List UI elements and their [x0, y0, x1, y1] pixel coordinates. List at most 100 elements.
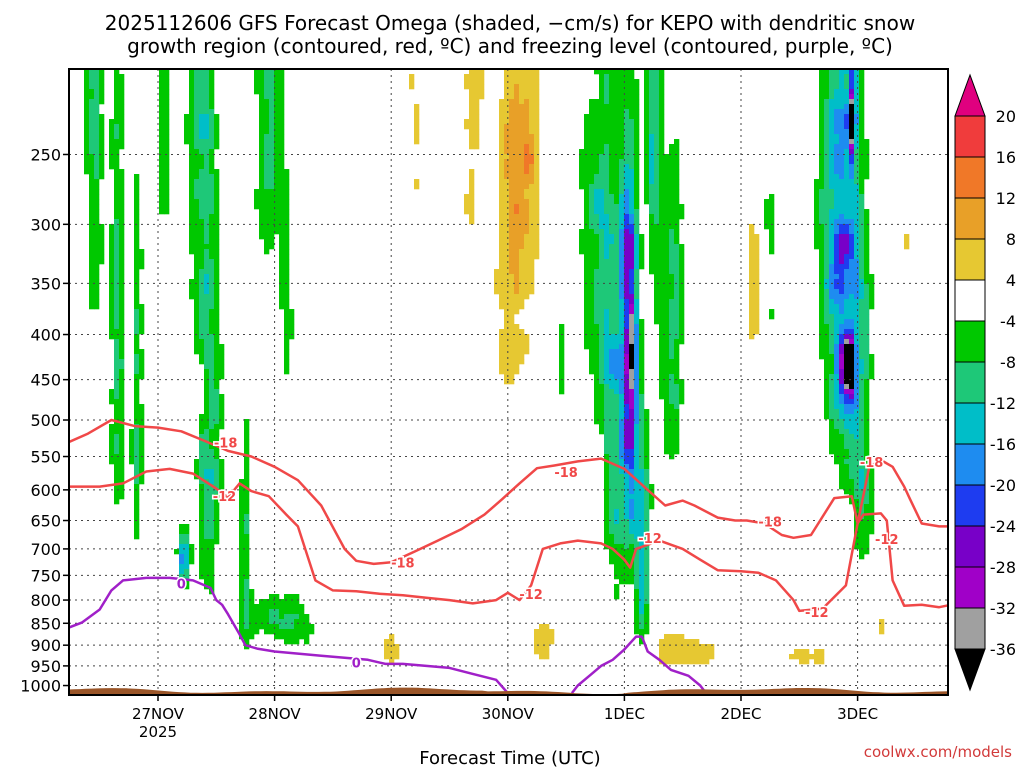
- omega-cell: [634, 279, 640, 285]
- omega-cell: [614, 319, 620, 325]
- omega-cell: [204, 89, 210, 95]
- omega-cell: [854, 359, 860, 365]
- omega-cell: [839, 464, 845, 470]
- omega-cell: [644, 504, 650, 510]
- omega-cell: [864, 279, 870, 285]
- omega-cell: [204, 79, 210, 85]
- omega-cell: [204, 169, 210, 175]
- omega-cell: [629, 389, 635, 395]
- omega-cell: [249, 589, 255, 595]
- omega-cell: [139, 464, 145, 470]
- omega-cell: [839, 119, 845, 125]
- omega-cell: [529, 189, 535, 195]
- omega-cell: [669, 299, 675, 305]
- omega-cell: [214, 199, 220, 205]
- omega-cell: [829, 189, 835, 195]
- omega-cell: [214, 429, 220, 435]
- omega-cell: [839, 314, 845, 320]
- omega-cell: [649, 264, 655, 270]
- omega-cell: [649, 164, 655, 170]
- omega-cell: [199, 339, 205, 345]
- omega-cell: [274, 149, 280, 155]
- omega-cell: [524, 89, 530, 95]
- omega-cell: [604, 424, 610, 430]
- omega-cell: [844, 459, 850, 465]
- omega-cell: [674, 284, 680, 290]
- omega-cell: [274, 69, 280, 75]
- omega-cell: [529, 169, 535, 175]
- omega-cell: [159, 124, 165, 130]
- omega-cell: [469, 134, 475, 140]
- omega-cell: [214, 459, 220, 465]
- omega-cell: [214, 139, 220, 145]
- omega-cell: [244, 534, 250, 540]
- omega-cell: [134, 184, 140, 190]
- omega-cell: [84, 139, 90, 145]
- omega-cell: [534, 149, 540, 155]
- omega-cell: [239, 534, 245, 540]
- omega-cell: [819, 149, 825, 155]
- omega-cell: [279, 69, 285, 75]
- omega-cell: [654, 284, 660, 290]
- omega-cell: [854, 419, 860, 425]
- omega-cell: [204, 419, 210, 425]
- omega-cell: [859, 414, 865, 420]
- omega-cell: [239, 499, 245, 505]
- omega-cell: [194, 304, 200, 310]
- omega-cell: [659, 264, 665, 270]
- omega-cell: [644, 494, 650, 500]
- omega-cell: [629, 74, 635, 80]
- omega-cell: [619, 399, 625, 405]
- omega-cell: [469, 129, 475, 135]
- omega-cell: [664, 649, 670, 655]
- omega-cell: [594, 379, 600, 385]
- omega-cell: [209, 564, 215, 570]
- omega-cell: [604, 429, 610, 435]
- omega-cell: [619, 69, 625, 75]
- omega-cell: [214, 514, 220, 520]
- y-tick-label: 1000: [20, 677, 61, 696]
- omega-cell: [864, 389, 870, 395]
- omega-cell: [849, 439, 855, 445]
- x-tick-label: 28NOV: [249, 705, 302, 723]
- omega-cell: [159, 129, 165, 135]
- omega-cell: [99, 134, 105, 140]
- omega-cell: [619, 289, 625, 295]
- omega-cell: [519, 269, 525, 275]
- omega-cell: [499, 274, 505, 280]
- omega-cell: [609, 124, 615, 130]
- omega-cell: [264, 189, 270, 195]
- omega-cell: [509, 344, 515, 350]
- omega-cell: [504, 329, 510, 335]
- omega-cell: [859, 174, 865, 180]
- omega-cell: [674, 234, 680, 240]
- omega-cell: [204, 389, 210, 395]
- omega-cell: [264, 79, 270, 85]
- omega-cell: [99, 139, 105, 145]
- omega-cell: [609, 234, 615, 240]
- omega-cell: [584, 284, 590, 290]
- omega-cell: [594, 389, 600, 395]
- omega-cell: [634, 449, 640, 455]
- omega-cell: [839, 229, 845, 235]
- omega-cell: [119, 174, 125, 180]
- omega-cell: [629, 529, 635, 535]
- omega-cell: [834, 209, 840, 215]
- omega-cell: [199, 324, 205, 330]
- omega-cell: [819, 659, 825, 665]
- omega-cell: [244, 499, 250, 505]
- omega-cell: [634, 294, 640, 300]
- omega-cell: [279, 259, 285, 265]
- omega-cell: [524, 244, 530, 250]
- omega-cell: [269, 169, 275, 175]
- gridlines: [69, 69, 948, 695]
- omega-cell: [634, 429, 640, 435]
- omega-cell: [539, 644, 545, 650]
- omega-cell: [274, 139, 280, 145]
- omega-cell: [134, 449, 140, 455]
- omega-cell: [99, 159, 105, 165]
- omega-cell: [864, 299, 870, 305]
- omega-cell: [804, 654, 810, 660]
- omega-cell: [634, 499, 640, 505]
- omega-cell: [644, 449, 650, 455]
